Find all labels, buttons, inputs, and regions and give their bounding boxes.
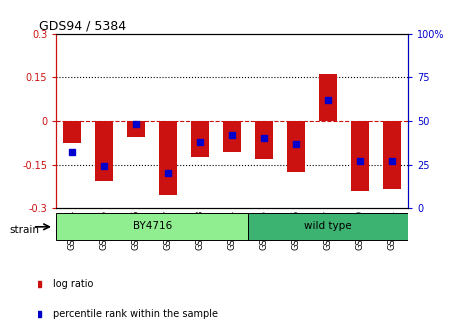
Bar [351,121,369,191]
Text: log ratio: log ratio [53,279,94,289]
Bar [56,213,248,241]
Bar [248,213,408,241]
Bar [223,121,241,152]
Bar [96,121,113,181]
Bar [255,121,273,159]
Bar [159,121,177,195]
Text: percentile rank within the sample: percentile rank within the sample [53,309,219,319]
Bar [287,121,305,172]
Bar [128,121,145,137]
Bar [191,121,209,157]
Text: GDS94 / 5384: GDS94 / 5384 [38,19,126,33]
Bar [319,74,337,121]
Text: BY4716: BY4716 [133,221,172,231]
Text: wild type: wild type [304,221,352,231]
Text: strain: strain [9,225,39,235]
Bar [383,121,401,190]
Bar [63,121,81,143]
